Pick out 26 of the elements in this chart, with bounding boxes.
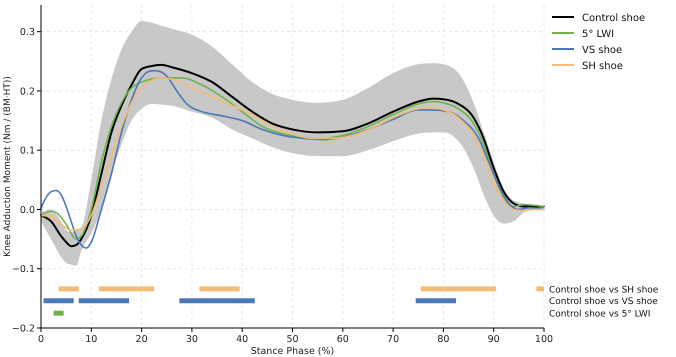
legend-label: VS shoe [582, 45, 622, 56]
legend-label: SH shoe [582, 61, 623, 72]
y-tick-label: −0.1 [12, 264, 35, 276]
x-tick-label: 10 [85, 334, 98, 345]
y-tick-label: 0.2 [20, 86, 35, 98]
x-tick-label: 20 [136, 334, 148, 345]
x-tick-label: 30 [186, 334, 198, 345]
text: Control shoe vs 5° LWI [549, 310, 650, 320]
x-tick-label: 90 [488, 334, 500, 345]
x-tick-label: 70 [387, 334, 400, 345]
y-tick-label: −0.2 [12, 324, 35, 334]
legend-label: 5° LWI [582, 29, 614, 40]
y-tick-label: 0.1 [20, 146, 35, 157]
text: Control shoe vs VS shoe [549, 297, 658, 308]
x-tick-label: 60 [336, 334, 349, 345]
y-tick-label: 0.3 [20, 27, 35, 38]
x-tick-label: 100 [534, 334, 554, 345]
x-tick-label: 40 [236, 334, 248, 345]
x-tick-label: 50 [286, 334, 299, 345]
y-axis-title: Knee Adduction Moment (Nm / (BM·HT)) [3, 76, 13, 257]
y-tick-label: 0.0 [20, 204, 35, 216]
series-label: Control shoe vs SH shoe [549, 285, 659, 296]
x-tick-label: 0 [38, 334, 44, 345]
x-tick-label: 80 [437, 334, 450, 345]
legend-label: Control shoe [582, 13, 646, 24]
x-axis-title: Stance Phase (%) [250, 346, 334, 357]
